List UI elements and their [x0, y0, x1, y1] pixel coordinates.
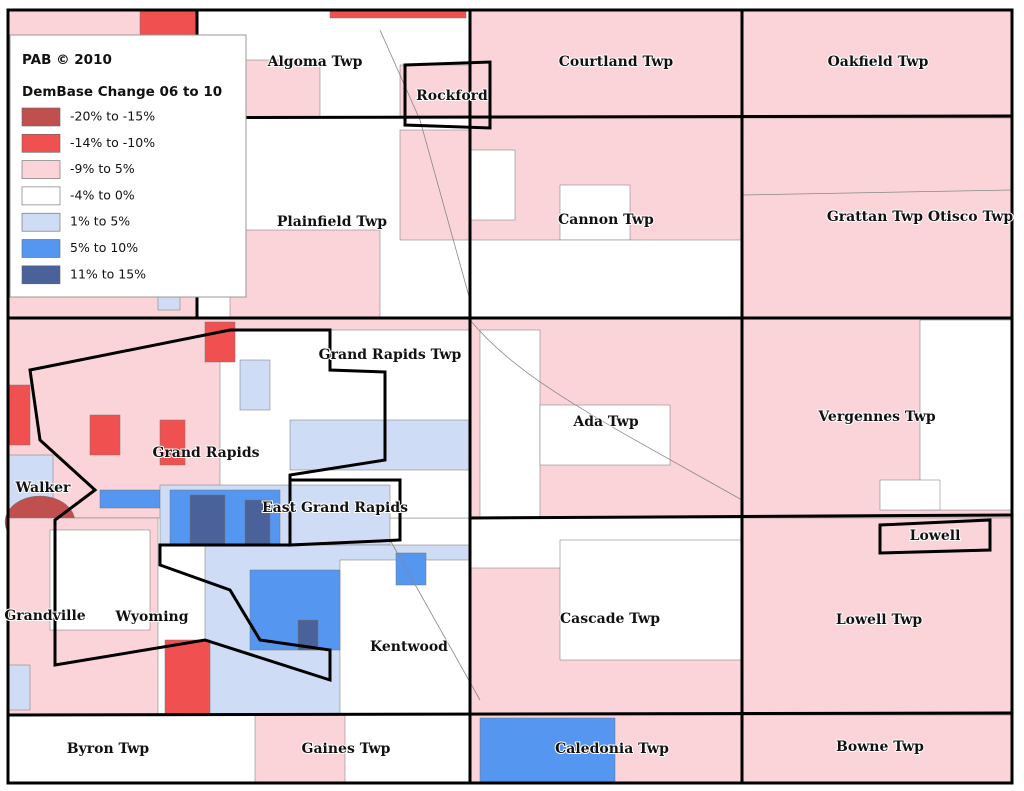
road: [379, 29, 471, 301]
region: [7, 384, 31, 446]
region: [395, 552, 427, 586]
city-boundary: [878, 518, 992, 555]
place-label: East Grand Rapids: [262, 500, 408, 516]
region: [204, 321, 236, 363]
place-label: Plainfield Twp: [277, 214, 387, 230]
legend-label: 5% to 10%: [70, 240, 138, 255]
region: [189, 494, 226, 546]
regions: [4, 9, 1013, 784]
credit: PAB © 2010: [22, 52, 112, 68]
region: [99, 489, 161, 509]
region: [7, 664, 31, 711]
region: [289, 419, 471, 471]
place-label: Gaines Twp: [302, 741, 391, 757]
legend-label: -14% to -10%: [70, 135, 155, 150]
region: [297, 619, 319, 651]
road: [741, 189, 1013, 196]
city-boundary: [403, 60, 492, 130]
region: [559, 539, 743, 661]
region: [559, 184, 631, 241]
road: [469, 319, 743, 501]
region: [741, 9, 1013, 119]
region: [239, 59, 321, 119]
legend-title: DemBase Change 06 to 10: [22, 84, 222, 100]
place-label: Algoma Twp: [267, 54, 363, 70]
region: [139, 9, 198, 36]
place-label: Grand Rapids Twp: [319, 347, 462, 363]
place-label: Vergennes Twp: [817, 409, 936, 425]
place-label: Kentwood: [370, 639, 448, 655]
region: [469, 149, 516, 221]
place-label: Ada Twp: [572, 414, 639, 430]
place-label: Bowne Twp: [836, 739, 924, 755]
region: [479, 717, 616, 784]
region: [741, 714, 1013, 784]
legend-label: 1% to 5%: [70, 214, 130, 229]
place-label: Byron Twp: [67, 741, 150, 757]
region: [879, 479, 941, 511]
place-label: Cascade Twp: [560, 611, 660, 627]
legend-swatch: [21, 265, 61, 285]
region: [159, 419, 186, 466]
legend-swatch: [21, 186, 61, 206]
legend: PAB © 2010 DemBase Change 06 to 10 -20% …: [9, 34, 247, 298]
region: [249, 569, 341, 651]
region: [479, 329, 541, 519]
city-boundary: [288, 478, 402, 547]
region: [254, 714, 346, 784]
road: [389, 539, 481, 701]
place-label: Grand Rapids: [152, 445, 259, 461]
place-label: Lowell: [910, 528, 961, 544]
place-label: Courtland Twp: [559, 54, 674, 70]
place-label: Wyoming: [115, 609, 189, 625]
legend-swatch: [21, 212, 61, 232]
place-label: Cannon Twp: [558, 212, 654, 228]
place-label: Walker: [15, 480, 72, 496]
boundary: [7, 711, 1013, 717]
place-label: Grandville: [4, 608, 85, 624]
region: [469, 239, 743, 319]
legend-label: -9% to 5%: [70, 161, 135, 176]
place-label: Lowell Twp: [836, 612, 923, 628]
region: [7, 714, 471, 784]
map-border: [6, 8, 1014, 785]
region: [539, 404, 671, 466]
region: [239, 359, 271, 411]
legend-swatch: [21, 107, 61, 127]
boundary: [469, 513, 1013, 520]
place-labels: Algoma Twp Courtland Twp Oakfield Twp Ro…: [3, 53, 1014, 758]
city-boundary: [28, 328, 387, 683]
place-label: Grattan Twp Otisco Twp: [827, 209, 1014, 225]
legend-swatch: [21, 160, 61, 179]
place-label: Caledonia Twp: [555, 741, 669, 757]
region: [399, 129, 471, 241]
region: [49, 529, 151, 631]
legend-label: 11% to 15%: [70, 266, 146, 281]
legend-label: -20% to -15%: [70, 109, 155, 124]
region: [229, 229, 381, 319]
place-label: Oakfield Twp: [828, 54, 929, 70]
place-label: Rockford: [416, 88, 488, 104]
region: [89, 414, 121, 456]
legend-swatch: [21, 134, 61, 153]
legend-swatch: [21, 239, 61, 258]
legend-label: -4% to 0%: [70, 187, 135, 202]
roads: [379, 29, 1013, 701]
